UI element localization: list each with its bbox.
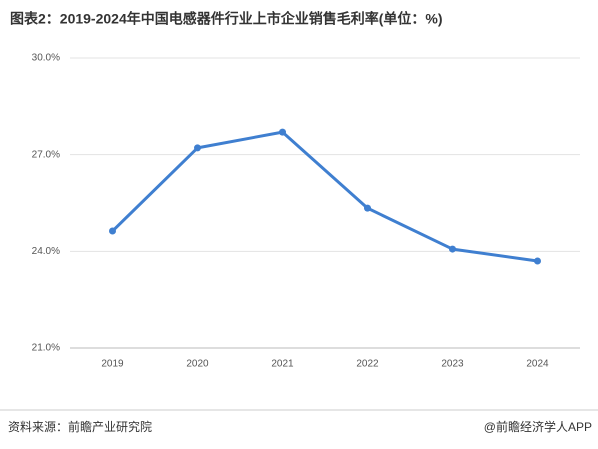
x-tick-label: 2021 (271, 359, 294, 370)
data-point (449, 245, 456, 253)
x-tick-label: 2024 (526, 359, 549, 370)
source: 资料来源：前瞻产业研究院 (8, 419, 152, 434)
x-tick-label: 2022 (356, 359, 379, 370)
y-tick-label: 27.0% (32, 149, 60, 160)
series-line (111, 130, 538, 263)
data-point (364, 204, 371, 212)
x-tick-label: 2020 (186, 359, 209, 370)
data-point (194, 144, 201, 152)
y-tick-label: 24.0% (32, 246, 60, 257)
data-point (534, 257, 541, 265)
brand: @前瞻经济学人APP (484, 419, 592, 434)
y-tick-label: 21.0% (32, 343, 60, 354)
x-tick-label: 2023 (441, 359, 464, 370)
chart-title: 图表2：2019-2024年中国电感器件行业上市企业销售毛利率(单位：%) (10, 11, 443, 27)
data-point (279, 128, 286, 136)
data-point (109, 227, 116, 235)
x-tick-label: 2019 (101, 359, 124, 370)
y-tick-label: 30.0% (32, 53, 60, 64)
